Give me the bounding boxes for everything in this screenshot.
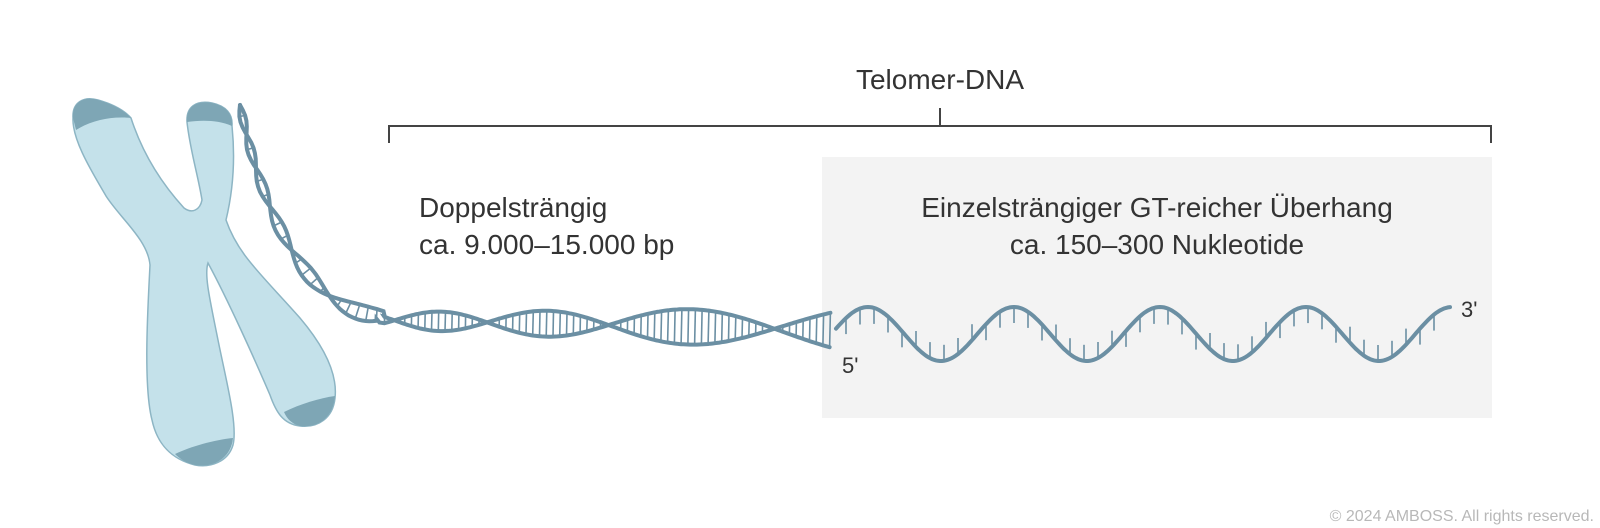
base-pair-rung — [714, 311, 717, 344]
base-pair-rung — [822, 314, 825, 346]
diagram-title: Telomer-DNA — [856, 64, 1024, 95]
base-pair-rung — [565, 312, 568, 336]
five-prime-label: 5' — [842, 353, 858, 378]
base-pair-rung — [727, 314, 730, 342]
base-pair-rung — [666, 310, 670, 343]
three-prime-label: 3' — [1461, 297, 1477, 322]
double-strand-heading: Doppelsträngig — [419, 192, 607, 223]
base-pair-rung — [344, 301, 352, 314]
base-pair-rung — [354, 304, 361, 319]
base-pair-rung — [707, 310, 710, 345]
base-pair-rung — [545, 310, 548, 337]
telomere-bracket — [388, 108, 1492, 143]
chromosome-icon — [72, 98, 337, 467]
base-pair-rung — [687, 309, 690, 345]
base-pair-rung — [444, 311, 447, 332]
single-strand-length: ca. 150–300 Nukleotide — [1010, 229, 1304, 260]
base-pair-rung — [700, 309, 703, 345]
base-pair-rung — [558, 311, 562, 337]
base-pair-rung — [815, 316, 818, 344]
dna-strand — [238, 103, 832, 350]
base-pair-rung — [538, 310, 541, 337]
base-pair-rung — [734, 316, 737, 340]
dna-helix-icon — [237, 103, 833, 350]
base-pair-rung — [531, 311, 535, 336]
overhang-region-box — [822, 157, 1492, 418]
base-pair-rung — [693, 309, 697, 345]
single-strand-heading: Einzelsträngiger GT-reicher Überhang — [921, 192, 1393, 223]
base-pair-rung — [430, 311, 433, 331]
base-pair-rung — [673, 309, 676, 344]
base-pair-rung — [646, 313, 649, 339]
base-pair-rung — [808, 317, 811, 342]
base-pair-rung — [653, 312, 656, 340]
base-pair-rung — [525, 312, 528, 335]
base-pair-rung — [828, 312, 832, 348]
base-pair-rung — [741, 318, 744, 339]
double-strand-length: ca. 9.000–15.000 bp — [419, 229, 674, 260]
single-strand-overhang — [834, 304, 1452, 363]
dna-strand — [237, 103, 833, 347]
base-pair-rung — [680, 309, 683, 345]
base-pair-rung — [720, 312, 724, 343]
base-pair-rung — [364, 306, 370, 322]
base-pair-rung — [660, 311, 663, 342]
base-pair-rung — [552, 311, 555, 337]
overhang-strand — [834, 304, 1452, 363]
copyright-notice: © 2024 AMBOSS. All rights reserved. — [1330, 508, 1594, 525]
